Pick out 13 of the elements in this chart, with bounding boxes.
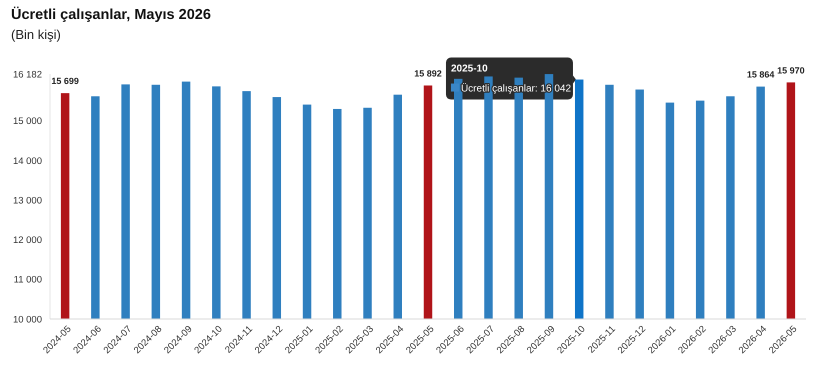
chart-subtitle: (Bin kişi) [11, 27, 61, 42]
data-label: 15 864 [746, 70, 774, 80]
y-tick-label: 14 000 [12, 156, 42, 167]
y-tick-label: 13 000 [12, 195, 42, 206]
y-tick-label: 15 000 [12, 116, 42, 128]
y-tick-label: 10 000 [12, 314, 42, 326]
data-label: 15 970 [777, 65, 805, 76]
data-label: 15 699 [51, 76, 79, 86]
chart-title: Ücretli çalışanlar, Mayıs 2026 [11, 6, 211, 23]
y-tick-label: 12 000 [12, 235, 42, 246]
y-tick-label: 11 000 [14, 274, 42, 286]
y-tick-label: 16 182 [12, 69, 42, 80]
data-label: 15 892 [414, 68, 442, 78]
